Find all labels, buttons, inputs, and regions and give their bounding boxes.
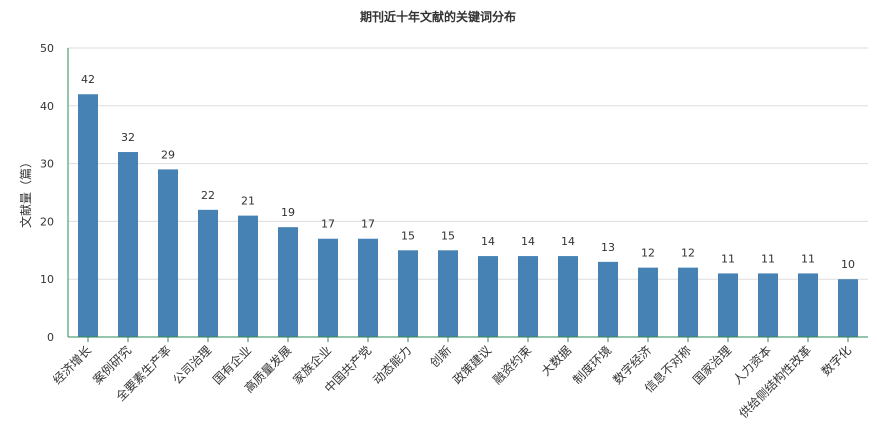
bar <box>718 273 738 337</box>
bars <box>78 94 858 338</box>
x-tick-label: 数字化 <box>818 343 854 379</box>
bar-value-label: 42 <box>81 73 95 86</box>
axes <box>67 48 868 342</box>
bar <box>798 273 818 337</box>
bar <box>678 267 698 337</box>
bar-value-label: 14 <box>481 235 495 248</box>
x-tick-label: 公司治理 <box>170 343 214 387</box>
x-tick-label: 动态能力 <box>370 343 414 387</box>
bar <box>478 256 498 337</box>
bar <box>78 94 98 338</box>
bar <box>518 256 538 337</box>
bar-value-label: 15 <box>441 229 455 242</box>
bar-value-label: 13 <box>601 241 615 254</box>
bar-value-label: 15 <box>401 229 415 242</box>
bar-value-label: 21 <box>241 195 255 208</box>
bar-value-label: 22 <box>201 189 215 202</box>
x-tick-label: 创新 <box>427 343 455 371</box>
y-tick-label: 30 <box>40 158 54 171</box>
x-tick-label: 大数据 <box>538 343 574 379</box>
bar <box>118 152 138 337</box>
bar <box>318 238 338 337</box>
bar-value-label: 11 <box>761 252 775 265</box>
bar-value-label: 10 <box>841 258 855 271</box>
y-tick-label: 20 <box>40 215 54 228</box>
x-tick-label: 供给侧结构性改革 <box>736 343 814 421</box>
bar-value-label: 19 <box>281 206 295 219</box>
bar-value-label: 17 <box>361 218 375 231</box>
bar <box>638 267 658 337</box>
bar-value-label: 14 <box>561 235 575 248</box>
gridlines <box>68 47 868 280</box>
bar-value-label: 17 <box>321 218 335 231</box>
bar <box>358 238 378 337</box>
bar-value-label: 12 <box>641 247 655 260</box>
x-tick-label: 经济增长 <box>50 343 95 388</box>
bar <box>398 250 418 337</box>
bar <box>278 227 298 337</box>
x-tick-label: 融资约束 <box>490 343 535 388</box>
y-axis-label: 文献量（篇） <box>18 156 33 228</box>
bar <box>198 209 218 337</box>
bar <box>558 256 578 337</box>
bar <box>158 169 178 337</box>
bar <box>238 215 258 337</box>
y-tick-label: 10 <box>40 273 54 286</box>
x-tick-label: 制度环境 <box>570 343 615 388</box>
y-tick-label: 40 <box>40 100 54 113</box>
bar <box>838 279 858 337</box>
bar-value-label: 11 <box>801 252 815 265</box>
bar-value-label: 14 <box>521 235 535 248</box>
bar-value-label: 11 <box>721 252 735 265</box>
bar-value-label: 32 <box>121 131 135 144</box>
y-tick-label: 0 <box>47 331 54 344</box>
bar <box>598 261 618 337</box>
bar <box>758 273 778 337</box>
x-tick-label: 国家治理 <box>690 343 735 388</box>
bar <box>438 250 458 337</box>
x-tick-label: 政策建议 <box>450 343 494 387</box>
y-tick-label: 50 <box>40 42 54 55</box>
bar-value-label: 29 <box>161 148 175 161</box>
chart-title: 期刊近十年文献的关键词分布 <box>360 9 516 24</box>
bar-value-label: 12 <box>681 247 695 260</box>
